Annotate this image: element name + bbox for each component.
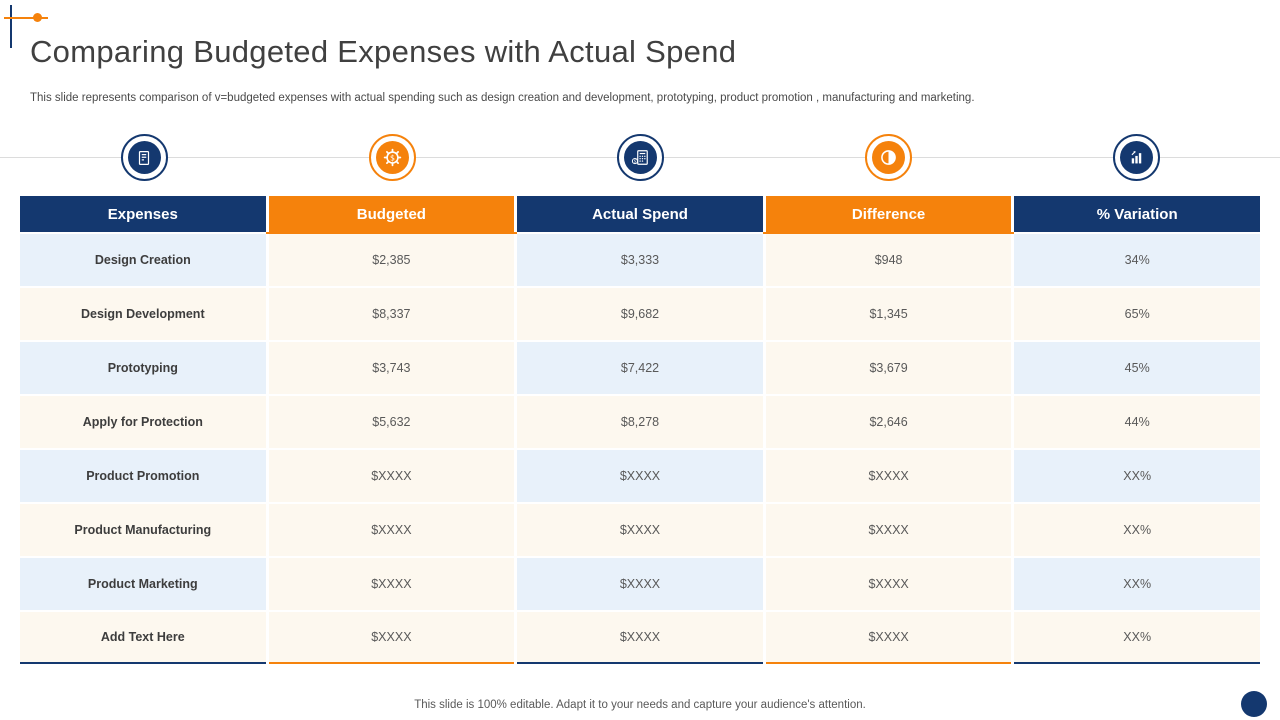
- contrast-icon-core: [871, 141, 905, 174]
- column-header-variation: % Variation: [1014, 196, 1260, 232]
- table-value-cell: $3,679: [765, 342, 1012, 394]
- column-header-expenses: Expenses: [20, 196, 266, 232]
- table-value-cell: $XXXX: [765, 504, 1012, 556]
- table-value-cell: 44%: [1014, 396, 1260, 448]
- calculator-coins-icon: $: [616, 134, 664, 181]
- svg-text:$: $: [633, 158, 636, 163]
- decor-orange-dot: [33, 13, 42, 22]
- calculator-glyph: $: [631, 150, 648, 165]
- table-value-cell: $XXXX: [268, 450, 515, 502]
- table-value-cell: XX%: [1014, 558, 1260, 610]
- column-header-budgeted: Budgeted: [265, 196, 517, 234]
- column-header-actual-spend: Actual Spend: [517, 196, 763, 232]
- contrast-glyph: [880, 150, 896, 165]
- table-value-cell: $XXXX: [765, 558, 1012, 610]
- table-value-cell: $7,422: [517, 342, 763, 394]
- calculator-coins-icon-core: $: [623, 141, 657, 174]
- contrast-icon: [864, 134, 912, 181]
- table-value-cell: $XXXX: [517, 450, 763, 502]
- column-header-difference: Difference: [762, 196, 1014, 234]
- expense-label-cell: Product Marketing: [20, 558, 266, 610]
- decor-vertical-line: [10, 5, 12, 48]
- table-value-cell: $XXXX: [517, 558, 763, 610]
- table-value-cell: $XXXX: [268, 504, 515, 556]
- table-value-cell: $8,337: [268, 288, 515, 340]
- expense-label-cell: Prototyping: [20, 342, 266, 394]
- table-value-cell: XX%: [1014, 504, 1260, 556]
- table-value-cell: XX%: [1014, 612, 1260, 664]
- table-value-cell: $XXXX: [765, 612, 1012, 664]
- page-title: Comparing Budgeted Expenses with Actual …: [30, 34, 737, 69]
- table-value-cell: $8,278: [517, 396, 763, 448]
- gear-dollar-icon: $: [368, 134, 416, 181]
- svg-text:$: $: [389, 153, 394, 162]
- table-value-cell: $3,743: [268, 342, 515, 394]
- invoice-glyph: [138, 150, 150, 165]
- decor-horizontal-line: [4, 17, 48, 19]
- table-value-cell: $XXXX: [517, 504, 763, 556]
- table-value-cell: $5,632: [268, 396, 515, 448]
- slide-footer-note: This slide is 100% editable. Adapt it to…: [414, 699, 866, 711]
- corner-circle-decoration: [1241, 691, 1267, 717]
- table-value-cell: $2,646: [765, 396, 1012, 448]
- table-value-cell: $3,333: [517, 234, 763, 286]
- table-value-cell: 45%: [1014, 342, 1260, 394]
- invoice-calculator-icon: [120, 134, 168, 181]
- table-value-cell: 65%: [1014, 288, 1260, 340]
- gear-glyph: $: [383, 148, 401, 167]
- expense-label-cell: Design Creation: [20, 234, 266, 286]
- table-value-cell: $948: [765, 234, 1012, 286]
- table-value-cell: 34%: [1014, 234, 1260, 286]
- expense-label-cell: Design Development: [20, 288, 266, 340]
- expense-label-cell: Product Promotion: [20, 450, 266, 502]
- column-icons-row: $ $: [20, 134, 1260, 181]
- table-value-cell: $9,682: [517, 288, 763, 340]
- slide-subtitle: This slide represents comparison of v=bu…: [30, 92, 975, 104]
- table-value-cell: $1,345: [765, 288, 1012, 340]
- table-value-cell: $XXXX: [517, 612, 763, 664]
- invoice-calculator-icon-core: [127, 141, 161, 174]
- bar-chart-icon: [1112, 134, 1160, 181]
- bar-chart-glyph: [1131, 151, 1141, 164]
- table-value-cell: $XXXX: [268, 612, 515, 664]
- bar-chart-icon-core: [1119, 141, 1153, 174]
- table-value-cell: $XXXX: [268, 558, 515, 610]
- table-value-cell: $2,385: [268, 234, 515, 286]
- gear-dollar-icon-core: $: [375, 141, 409, 174]
- expense-label-cell: Add Text Here: [20, 612, 266, 664]
- table-value-cell: $XXXX: [765, 450, 1012, 502]
- expense-label-cell: Apply for Protection: [20, 396, 266, 448]
- table-value-cell: XX%: [1014, 450, 1260, 502]
- expense-label-cell: Product Manufacturing: [20, 504, 266, 556]
- budget-comparison-table: Expenses Budgeted Actual Spend Differenc…: [20, 196, 1260, 664]
